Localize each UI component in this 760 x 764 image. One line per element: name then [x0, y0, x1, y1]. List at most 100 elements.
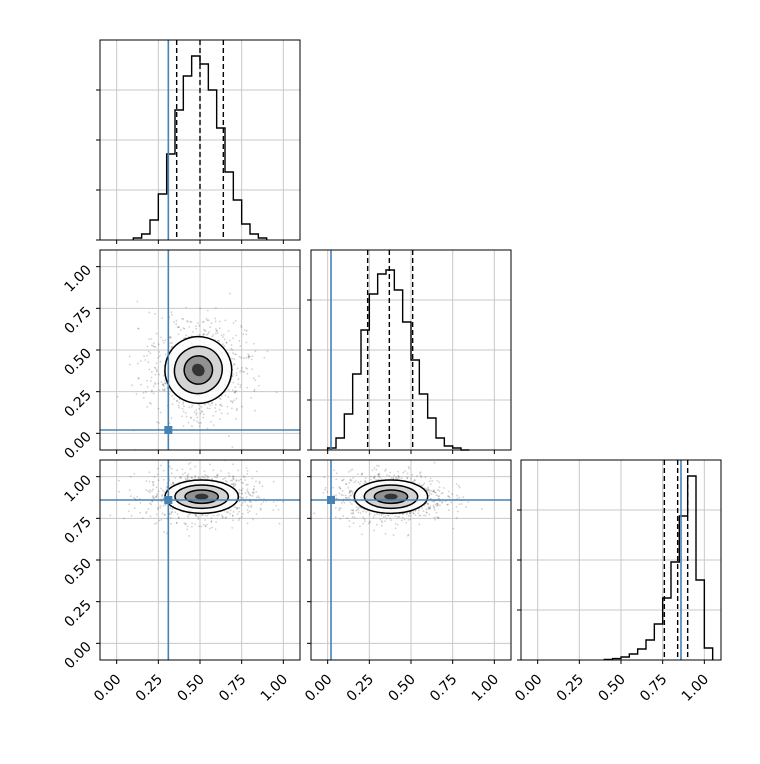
sample-point [255, 491, 258, 493]
sample-point [203, 476, 206, 479]
sample-point [231, 475, 234, 478]
sample-point [406, 476, 409, 479]
sample-point [162, 504, 165, 507]
sample-point [162, 339, 164, 342]
sample-point [223, 338, 226, 341]
sample-point [422, 510, 425, 513]
sample-point [255, 513, 258, 515]
sample-point [133, 472, 136, 475]
sample-point [214, 320, 217, 323]
sample-point [405, 513, 408, 516]
sample-point [247, 492, 250, 495]
sample-point [375, 478, 377, 481]
sample-point [250, 506, 253, 508]
sample-point [201, 410, 204, 413]
sample-point [227, 330, 230, 332]
sample-point [365, 511, 367, 513]
sample-point [248, 355, 251, 358]
sample-point [236, 513, 239, 515]
sample-point [460, 503, 463, 505]
sample-point [245, 496, 248, 498]
histogram-step-2 [603, 475, 714, 661]
sample-point [151, 481, 154, 483]
sample-point [229, 339, 231, 342]
sample-point [362, 522, 365, 525]
sample-point [426, 503, 429, 506]
sample-point [229, 512, 232, 515]
sample-point [355, 506, 358, 509]
sample-point [397, 475, 400, 478]
sample-point [157, 407, 160, 410]
sample-point [145, 480, 148, 482]
sample-point [206, 427, 209, 430]
sample-point [258, 480, 261, 483]
sample-point [232, 363, 235, 366]
sample-point [234, 386, 237, 389]
sample-point [208, 527, 211, 530]
sample-point [185, 522, 187, 525]
sample-point [233, 363, 236, 366]
sample-point [239, 386, 242, 389]
sample-point [455, 505, 458, 508]
sample-point [169, 506, 172, 509]
sample-point [247, 353, 250, 356]
sample-point [146, 345, 149, 348]
sample-point [359, 512, 362, 515]
sample-point [195, 327, 198, 330]
sample-point [157, 356, 160, 359]
sample-point [163, 491, 166, 494]
sample-point [218, 418, 221, 421]
sample-point [226, 405, 229, 408]
sample-point [186, 528, 189, 531]
sample-point [161, 495, 163, 497]
sample-point [194, 465, 197, 468]
sample-point [214, 453, 216, 455]
x-tick-label: 0.75 [637, 672, 670, 705]
sample-point [373, 514, 376, 516]
sample-point [450, 501, 453, 504]
sample-point [433, 490, 435, 493]
sample-point [345, 496, 347, 499]
sample-point [155, 494, 158, 497]
sample-point [349, 490, 351, 493]
sample-point [211, 401, 213, 404]
sample-point [187, 476, 190, 478]
sample-point [219, 398, 222, 400]
sample-point [235, 506, 238, 509]
sample-point [165, 532, 168, 535]
sample-point [245, 333, 248, 336]
sample-point [152, 481, 155, 484]
sample-point [253, 390, 256, 393]
sample-point [182, 337, 185, 340]
sample-point [151, 490, 153, 492]
sample-point [133, 507, 136, 510]
sample-point [345, 496, 347, 499]
sample-point [455, 483, 458, 485]
sample-point [152, 495, 154, 498]
sample-point [234, 390, 237, 393]
sample-point [419, 514, 422, 517]
sample-point [219, 403, 222, 406]
sample-point [403, 518, 406, 521]
sample-point [97, 494, 99, 496]
sample-point [429, 497, 432, 500]
sample-point [169, 342, 172, 344]
sample-point [251, 477, 254, 480]
sample-point [162, 383, 165, 385]
sample-point [458, 496, 461, 499]
sample-point [162, 469, 165, 472]
sample-point [350, 503, 353, 506]
sample-point [377, 474, 380, 477]
sample-point [385, 517, 388, 520]
sample-point [428, 513, 431, 516]
sample-point [153, 345, 156, 348]
sample-point [184, 523, 187, 526]
sample-point [246, 490, 249, 493]
sample-point [157, 473, 159, 476]
sample-point [218, 513, 220, 516]
sample-point [233, 399, 236, 402]
sample-point [237, 383, 240, 386]
sample-point [174, 477, 177, 479]
sample-point [210, 420, 212, 423]
